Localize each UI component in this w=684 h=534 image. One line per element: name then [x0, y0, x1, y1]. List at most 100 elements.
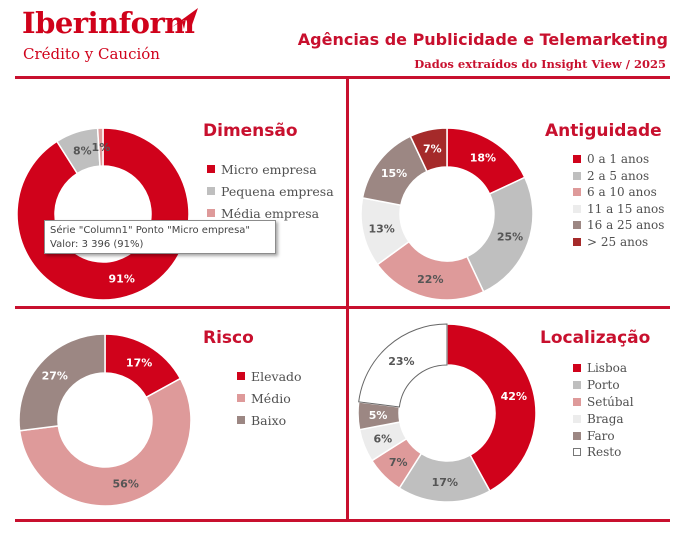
legend-label: Pequena empresa [221, 183, 334, 199]
legend-label: Lisboa [587, 361, 628, 376]
legend-swatch [207, 165, 215, 173]
legend-dimensao: Micro empresa Pequena empresa Média empr… [207, 158, 334, 224]
data-label: 1% [92, 141, 111, 154]
legend-label: Média empresa [221, 205, 320, 221]
data-label: 25% [497, 231, 523, 244]
chart-title-localizacao: Localização [540, 328, 651, 348]
legend-swatch [573, 237, 581, 246]
legend-risco: Elevado Médio Baixo [237, 365, 302, 431]
divider-bottom [15, 519, 670, 522]
legend-item: Baixo [237, 409, 302, 431]
legend-label: Braga [587, 411, 624, 426]
slice-baixo[interactable] [18, 333, 106, 432]
slice-2-5-anos[interactable] [466, 176, 534, 293]
data-label: 18% [470, 151, 496, 164]
legend-antiguidade: 0 a 1 anos 2 a 5 anos 6 a 10 anos 11 a 1… [573, 151, 664, 250]
legend-label: 16 a 25 anos [587, 218, 665, 233]
slice-media-empresa[interactable] [96, 127, 104, 167]
legend-swatch [573, 431, 581, 440]
data-label: 56% [113, 478, 139, 491]
data-label: 42% [501, 390, 527, 403]
plane-icon [172, 8, 198, 29]
slice-mais-25-anos[interactable] [409, 127, 448, 173]
legend-label: Porto [587, 378, 620, 393]
divider-top [15, 76, 670, 79]
legend-swatch [573, 155, 581, 164]
legend-item: Setúbal [573, 394, 634, 411]
legend-swatch [237, 416, 245, 424]
data-label: 13% [368, 223, 394, 236]
page-subtitle: Dados extraídos do Insight View / 2025 [414, 57, 666, 71]
legend-item: Resto [573, 444, 634, 461]
data-label: 17% [432, 476, 458, 489]
legend-label: Médio [251, 390, 291, 406]
tooltip-series-line: Série "Column1" Ponto "Micro empresa" [50, 225, 251, 236]
legend-item: 16 a 25 anos [573, 217, 664, 234]
legend-item: Médio [237, 387, 302, 409]
divider-middle [15, 306, 670, 309]
legend-item: 11 a 15 anos [573, 201, 664, 218]
legend-swatch [573, 414, 581, 423]
chart-title-dimensao: Dimensão [203, 121, 298, 141]
legend-label: Resto [587, 445, 622, 460]
chart-title-risco: Risco [203, 328, 254, 348]
legend-label: 6 a 10 anos [587, 185, 657, 200]
legend-label: > 25 anos [587, 234, 649, 249]
slice-lisboa[interactable] [446, 323, 537, 493]
legend-label: 2 a 5 anos [587, 168, 650, 183]
data-label: 17% [126, 356, 152, 369]
chart-tooltip: Série "Column1" Ponto "Micro empresa" Va… [44, 220, 276, 254]
legend-swatch [573, 221, 581, 230]
legend-swatch [237, 372, 245, 380]
legend-swatch [573, 381, 581, 390]
legend-label: Baixo [251, 412, 287, 428]
legend-swatch [573, 397, 581, 406]
legend-item: > 25 anos [573, 234, 664, 251]
legend-item: Porto [573, 377, 634, 394]
data-label: 7% [423, 143, 442, 156]
legend-label: Faro [587, 428, 615, 443]
legend-swatch [237, 394, 245, 402]
legend-item: Elevado [237, 365, 302, 387]
data-label: 22% [417, 273, 443, 286]
slice-medio[interactable] [18, 377, 192, 507]
data-label: 27% [42, 370, 68, 383]
data-label: 91% [109, 272, 135, 285]
legend-label: 11 a 15 anos [587, 201, 665, 216]
legend-swatch [573, 188, 581, 197]
slice-resto[interactable] [358, 323, 448, 408]
legend-item: 2 a 5 anos [573, 168, 664, 185]
data-label: 15% [381, 167, 407, 180]
page-title: Agências de Publicidade e Telemarketing [297, 30, 668, 49]
legend-item: Lisboa [573, 360, 634, 377]
legend-item: Pequena empresa [207, 180, 334, 202]
legend-item: Braga [573, 410, 634, 427]
legend-swatch [573, 448, 581, 457]
legend-item: 6 a 10 anos [573, 184, 664, 201]
tooltip-value-line: Valor: 3 396 (91%) [50, 239, 144, 250]
legend-swatch [207, 187, 215, 195]
legend-swatch [573, 364, 581, 373]
legend-label: 0 a 1 anos [587, 152, 650, 167]
legend-swatch [573, 204, 581, 213]
divider-vertical [346, 76, 349, 522]
legend-item: 0 a 1 anos [573, 151, 664, 168]
legend-item: Média empresa [207, 202, 334, 224]
legend-label: Setúbal [587, 394, 634, 409]
legend-item: Micro empresa [207, 158, 334, 180]
legend-swatch [207, 209, 215, 217]
legend-item: Faro [573, 427, 634, 444]
brand-logo-text: Iberinform [22, 6, 195, 40]
chart-title-antiguidade: Antiguidade [545, 121, 662, 141]
data-label: 23% [388, 355, 414, 368]
legend-label: Micro empresa [221, 161, 317, 177]
legend-localizacao: Lisboa Porto Setúbal Braga Faro Resto [573, 360, 634, 461]
data-label: 5% [369, 409, 388, 422]
brand-tagline: Crédito y Caución [23, 45, 160, 63]
data-label: 6% [374, 432, 393, 445]
data-label: 7% [389, 456, 408, 469]
legend-swatch [573, 171, 581, 180]
data-label: 8% [73, 144, 92, 157]
legend-label: Elevado [251, 368, 302, 384]
